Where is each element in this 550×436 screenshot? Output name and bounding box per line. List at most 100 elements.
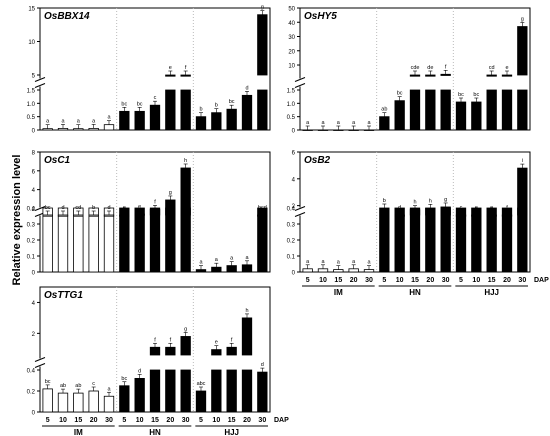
- significance-letter: f: [506, 205, 508, 211]
- bar-upper: [165, 199, 176, 216]
- group-label: HN: [149, 428, 161, 436]
- y-tick-label: 0.4: [27, 369, 36, 375]
- significance-letter: a: [321, 120, 325, 126]
- y-tick-label: 30: [288, 35, 295, 41]
- bar-lower: [165, 89, 176, 131]
- significance-letter: a: [367, 260, 371, 266]
- panel-title: OsTTG1: [44, 290, 83, 301]
- significance-letter: ab: [381, 107, 387, 113]
- significance-letter: e: [138, 204, 141, 210]
- bar-lower: [211, 266, 222, 273]
- significance-letter: abc: [197, 381, 206, 387]
- x-tick-label: 30: [518, 277, 526, 284]
- x-tick-label: 30: [182, 417, 190, 424]
- significance-letter: bc: [229, 99, 235, 105]
- y-axis-label: Relative expression level: [11, 154, 23, 286]
- bar-upper: [42, 214, 53, 217]
- significance-letter: a: [199, 260, 203, 266]
- x-tick-label: 30: [258, 417, 266, 424]
- axis-break-mark: [294, 206, 306, 211]
- significance-letter: ab: [60, 383, 66, 389]
- x-tick-label: 15: [228, 417, 236, 424]
- bar-lower: [226, 369, 237, 413]
- y-tick-label: 0: [292, 129, 296, 135]
- bar-lower: [394, 207, 405, 273]
- significance-letter: a: [352, 259, 356, 265]
- bar-lower: [103, 207, 115, 273]
- y-tick-label: 0: [32, 411, 36, 417]
- bar-upper: [211, 349, 222, 356]
- bar-lower: [134, 377, 145, 413]
- bar-upper: [517, 26, 528, 76]
- bar-upper: [501, 214, 513, 217]
- significance-letter: bc: [397, 91, 403, 97]
- bar-lower: [440, 207, 451, 273]
- significance-letter: bc: [45, 379, 51, 385]
- x-tick-label: 20: [426, 277, 434, 284]
- bar-upper: [425, 74, 436, 77]
- x-tick-label: 10: [472, 277, 480, 284]
- significance-letter: bc: [137, 101, 143, 107]
- y-tick-label: 8: [32, 151, 36, 157]
- bar-lower: [88, 390, 99, 413]
- bar-lower: [57, 392, 69, 413]
- significance-letter: de: [427, 65, 433, 71]
- bar-upper: [165, 346, 176, 356]
- axis-break-mark: [34, 83, 46, 88]
- bar-lower: [348, 129, 359, 131]
- axis-break-mark: [294, 77, 306, 82]
- bar-lower: [517, 207, 528, 273]
- x-tick-label: 5: [382, 277, 386, 284]
- bar-upper: [517, 167, 528, 216]
- significance-letter: a: [367, 120, 371, 126]
- group-label: HJJ: [224, 428, 239, 436]
- axis-break-gap: [296, 207, 304, 216]
- y-tick-label: 0.5: [287, 115, 296, 121]
- bar-lower: [501, 89, 513, 131]
- bar-lower: [226, 108, 237, 131]
- significance-letter: cd: [489, 65, 495, 71]
- significance-letter: d: [61, 205, 64, 211]
- significance-letter: bc: [121, 376, 127, 382]
- bar-upper: [119, 214, 130, 217]
- bar-upper: [149, 208, 161, 216]
- x-tick-label: 15: [151, 417, 159, 424]
- axis-break-gap: [36, 207, 44, 216]
- axis-break-mark: [34, 77, 46, 82]
- bar-lower: [195, 390, 207, 413]
- significance-letter: b: [199, 107, 202, 113]
- y-tick-label: 4: [32, 301, 36, 307]
- significance-letter: a: [107, 115, 111, 121]
- bar-lower: [134, 110, 145, 131]
- significance-letter: f: [154, 199, 156, 205]
- bar-lower: [241, 264, 253, 273]
- significance-letter: a: [352, 120, 356, 126]
- bar-lower: [211, 112, 222, 131]
- bar-lower: [486, 89, 497, 131]
- y-tick-label: 1.0: [27, 102, 36, 108]
- bar-lower: [425, 207, 436, 273]
- y-tick-label: 0.4: [287, 207, 296, 213]
- x-tick-label: 5: [46, 417, 50, 424]
- significance-letter: g: [444, 197, 447, 203]
- bar-lower: [149, 104, 161, 131]
- y-tick-label: 0: [32, 271, 36, 277]
- bar-lower: [180, 207, 191, 273]
- bar-lower: [88, 127, 99, 131]
- significance-letter: h: [413, 200, 416, 206]
- significance-letter: f: [185, 65, 187, 71]
- significance-letter: a: [321, 259, 325, 265]
- panel-title: OsC1: [44, 155, 71, 166]
- significance-letter: a: [107, 386, 111, 392]
- bar-lower: [42, 128, 53, 131]
- x-tick-label: 15: [488, 277, 496, 284]
- bar-lower: [195, 269, 207, 273]
- x-tick-label: 20: [90, 417, 98, 424]
- y-tick-label: 1.5: [27, 89, 36, 95]
- bar-upper: [440, 73, 451, 76]
- group-label: HJJ: [484, 288, 499, 297]
- significance-letter: e: [475, 205, 478, 211]
- bar-upper: [257, 14, 268, 76]
- x-tick-label: 10: [319, 277, 327, 284]
- significance-letter: c: [92, 381, 95, 387]
